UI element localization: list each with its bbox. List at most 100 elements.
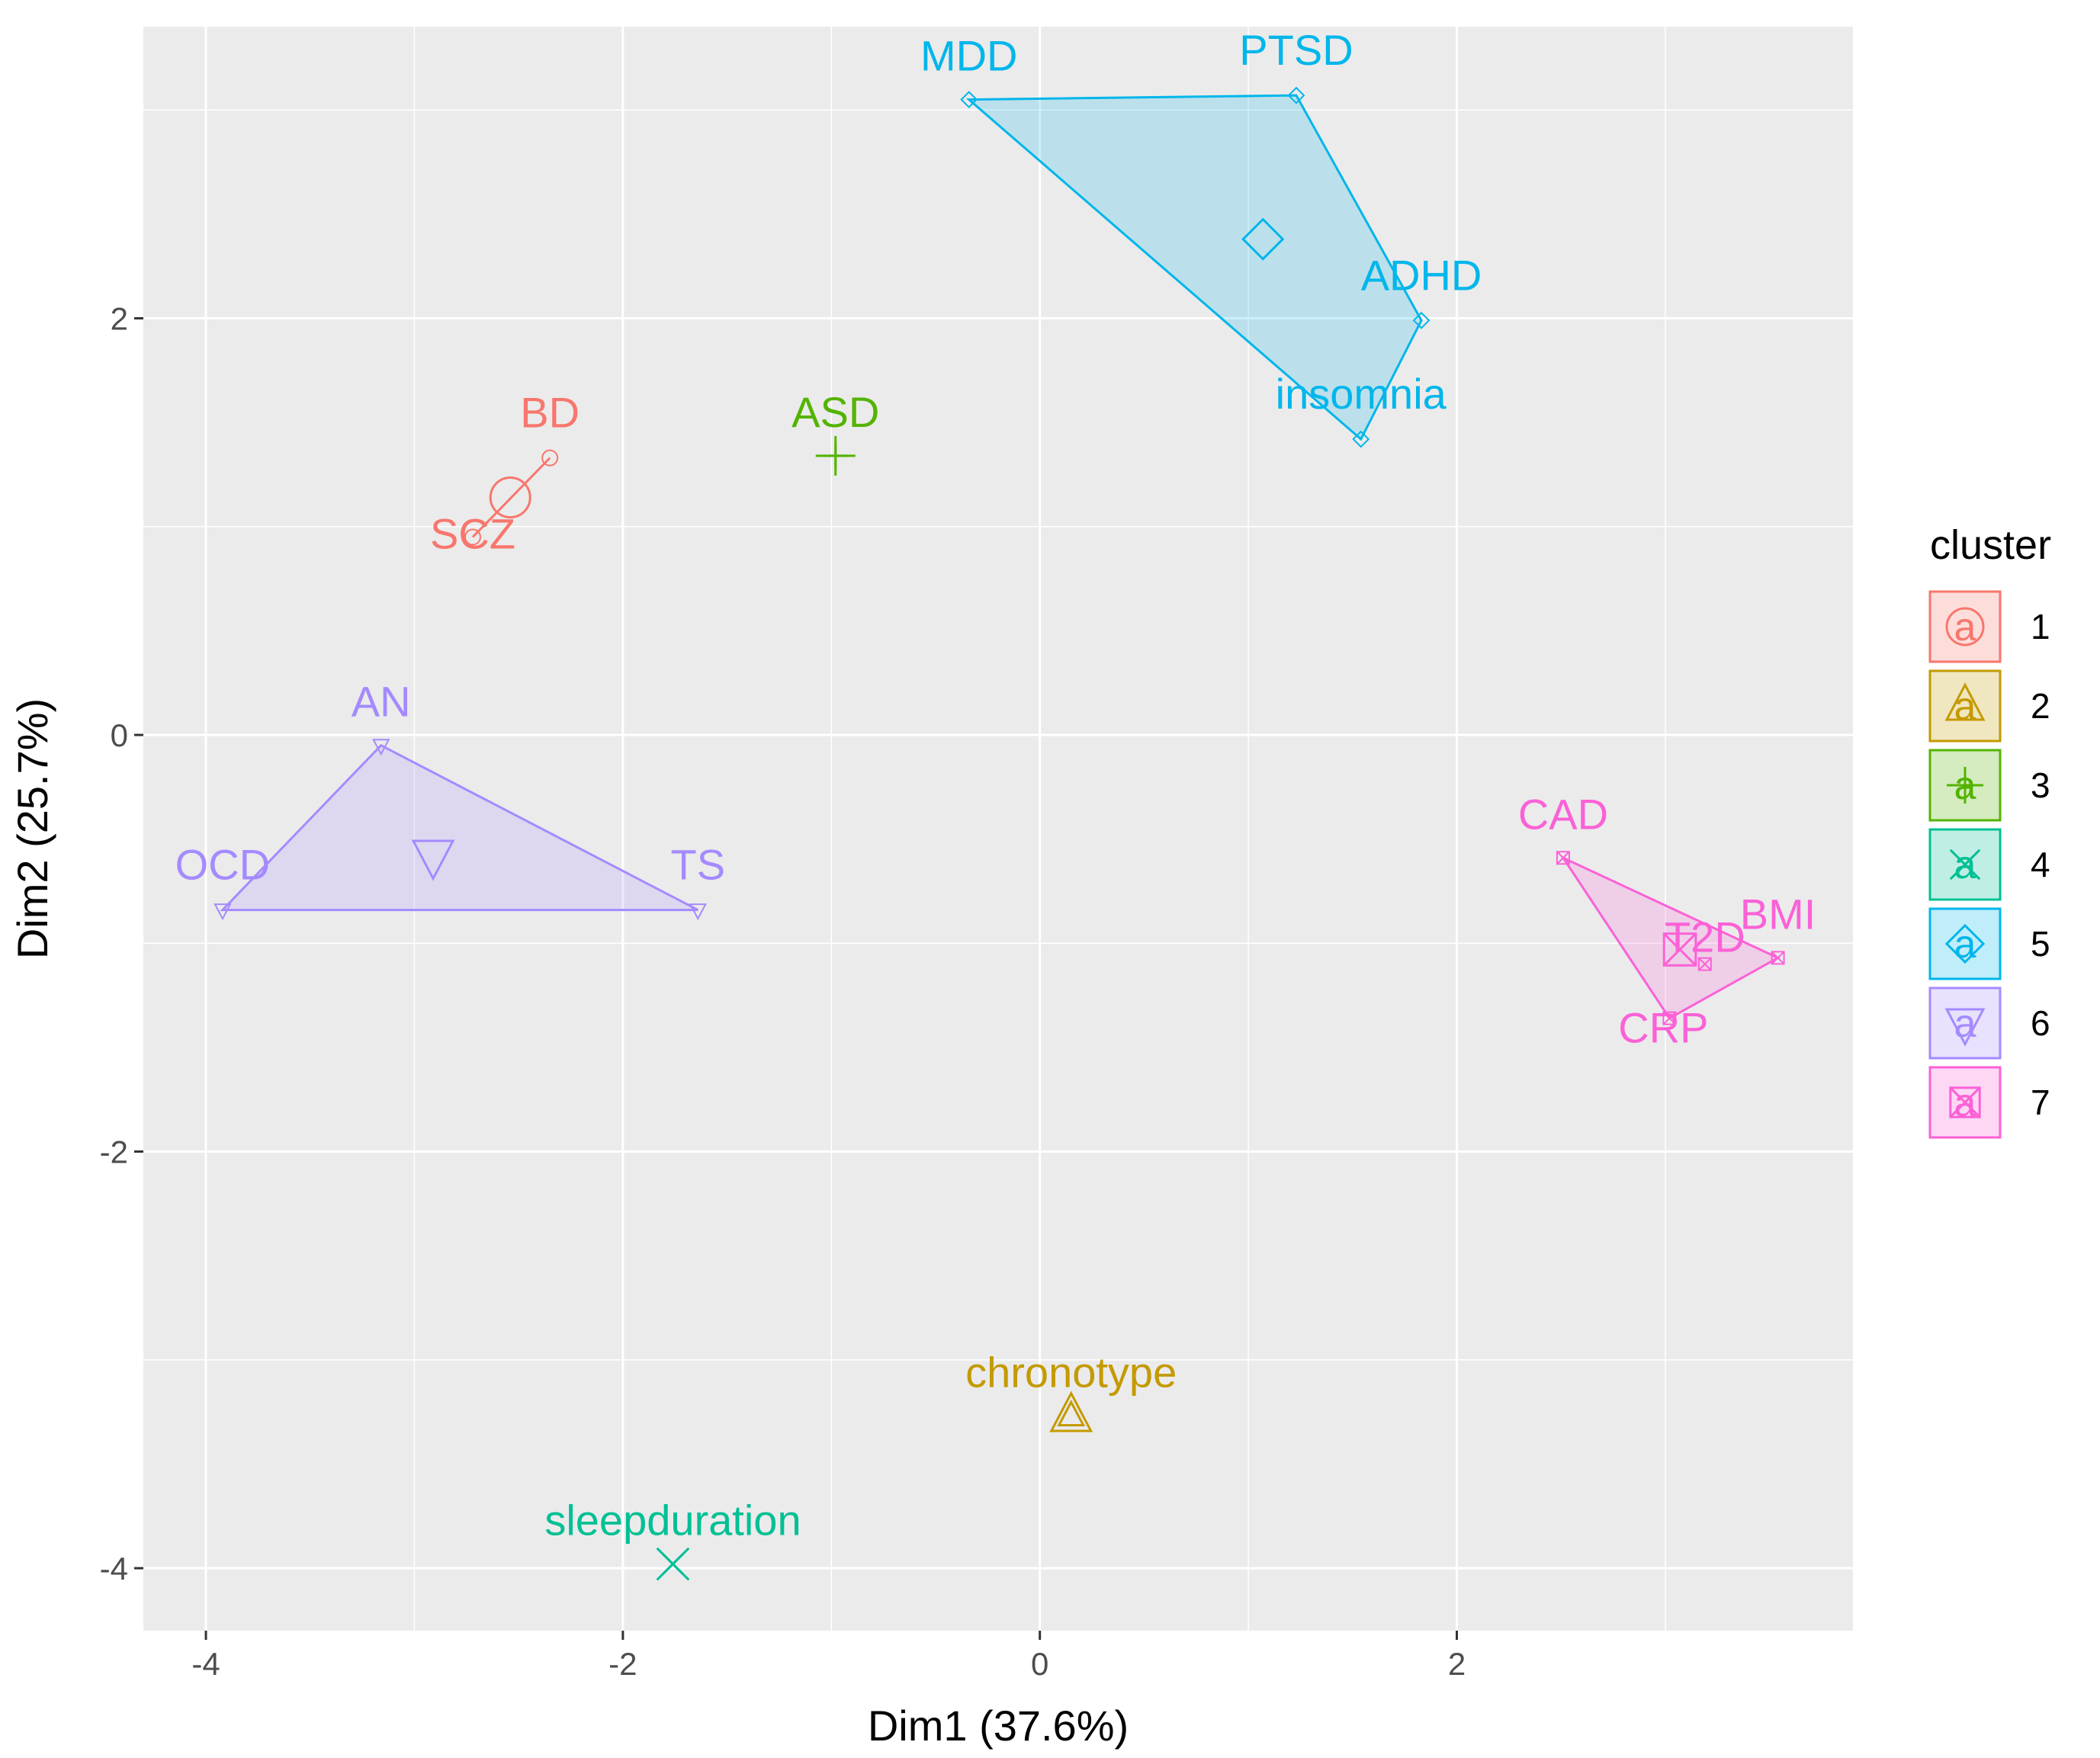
diamond-shape — [1241, 217, 1285, 261]
legend-key-letter: a — [1954, 1002, 1976, 1046]
legend-key-marker — [1944, 923, 1986, 964]
point-label-cad: CAD — [1518, 790, 1608, 838]
legend-key-1 — [1928, 590, 2002, 663]
legend-key-letter: a — [1954, 605, 1976, 650]
x-axis-title: Dim1 (37.6%) — [868, 1702, 1129, 1750]
point-label-ts: TS — [671, 841, 726, 889]
point-label-an: AN — [352, 678, 411, 726]
triangle-shape — [1057, 1399, 1086, 1427]
data-point-sleepduration — [662, 1553, 684, 1575]
point-label-mdd: MDD — [920, 32, 1018, 80]
cluster-1-hull — [471, 457, 551, 538]
x-tick-label: -4 — [191, 1646, 220, 1682]
square-shape — [1662, 1011, 1677, 1025]
legend-key-6 — [1928, 986, 2002, 1060]
legend-label-6: 6 — [2031, 1003, 2050, 1043]
triangle-down-shape — [1944, 1008, 1986, 1047]
cluster-hulls — [220, 94, 1781, 1020]
square-shape — [1771, 951, 1785, 965]
data-point-ts — [689, 903, 707, 921]
square-shape — [1697, 957, 1712, 971]
axes: -4 -2 0 2 -4 -2 0 2 — [100, 301, 1466, 1682]
point-label-t2d: T2D — [1665, 913, 1745, 961]
data-point-bd — [541, 449, 559, 467]
panel-background — [143, 27, 1853, 1631]
data-point-cad — [1556, 851, 1570, 865]
cluster-7-hull — [1559, 855, 1781, 1020]
y-tick-label: -2 — [100, 1134, 128, 1170]
point-label-sleepduration: sleepduration — [544, 1497, 801, 1545]
grid — [143, 27, 1853, 1631]
point-label-crp: CRP — [1618, 1004, 1708, 1052]
square-x-stroke — [1771, 951, 1785, 965]
triangle-down-shape — [372, 739, 390, 756]
legend-key-marker — [1944, 682, 1986, 721]
square-shape — [1556, 851, 1570, 865]
y-axis-title: Dim2 (25.7%) — [8, 698, 56, 959]
cluster-5-hull — [965, 94, 1423, 441]
y-tick-label: -4 — [100, 1551, 128, 1586]
data-point-ptsd — [1287, 86, 1305, 104]
point-label-ptsd: PTSD — [1239, 26, 1353, 74]
point-label-bmi: BMI — [1740, 890, 1816, 938]
legend-title: cluster — [1930, 522, 2051, 568]
point-label-asd: ASD — [792, 388, 879, 436]
y-tick-label: 2 — [111, 301, 128, 337]
legend-label-2: 2 — [2031, 686, 2050, 726]
diamond-shape — [960, 91, 978, 109]
square-x-stroke — [1662, 1011, 1677, 1025]
data-point-asd — [823, 443, 848, 468]
circle-shape — [489, 476, 531, 519]
data-point-adhd — [1412, 311, 1431, 329]
legend-key-5 — [1928, 907, 2002, 980]
y-tick-label: 0 — [111, 717, 128, 753]
legend-label-7: 7 — [2031, 1083, 2050, 1122]
square-x-stroke — [1949, 1086, 1981, 1118]
legend-key-letter: a — [1954, 685, 1976, 729]
data-point-t2d — [1697, 957, 1712, 971]
legend-key-marker — [1949, 849, 1981, 881]
legend-key-letter: a — [1954, 1081, 1976, 1125]
square-x-stroke — [1663, 932, 1697, 967]
legend: cluster a 1a 2a 3a 4a 5a 6a 7 — [1928, 522, 2051, 1139]
legend-key-marker — [1949, 1086, 1981, 1118]
point-label-bd: BD — [520, 389, 580, 437]
legend-label-1: 1 — [2031, 607, 2050, 646]
triangle-shape — [1049, 1391, 1093, 1432]
x-tick-label: 0 — [1031, 1646, 1048, 1682]
cluster-2-centroid — [1049, 1391, 1093, 1432]
cluster-7-centroid — [1662, 932, 1697, 967]
legend-key-letter: a — [1954, 764, 1976, 808]
cross-stroke — [662, 1553, 684, 1575]
cross-stroke — [1949, 849, 1981, 881]
circle-shape — [1945, 607, 1985, 646]
data-point-ocd — [214, 903, 232, 921]
data-point-scz — [464, 528, 481, 546]
legend-key-marker — [1945, 607, 1985, 646]
legend-label-3: 3 — [2031, 765, 2050, 805]
data-point-crp — [1662, 1011, 1677, 1025]
x-tick-label: -2 — [608, 1646, 637, 1682]
x-tick-label: 2 — [1448, 1646, 1466, 1682]
data-point-insomnia — [1352, 430, 1370, 448]
point-labels: BD SCZ chronotype ASD sleepduration MDD PTSD AD… — [175, 26, 1816, 1544]
point-label-ocd: OCD — [175, 841, 270, 889]
data-point-chronotype — [1057, 1399, 1086, 1427]
legend-label-5: 5 — [2031, 924, 2050, 964]
legend-key-letter: a — [1954, 922, 1976, 967]
point-label-scz: SCZ — [430, 509, 515, 557]
legend-key-letter: a — [1954, 843, 1976, 887]
circle-shape — [464, 528, 481, 546]
square-x-stroke — [1698, 957, 1712, 971]
triangle-down-shape — [411, 839, 455, 881]
triangle-down-shape — [214, 903, 232, 921]
square-shape — [1949, 1086, 1981, 1118]
triangle-down-shape — [689, 903, 707, 921]
